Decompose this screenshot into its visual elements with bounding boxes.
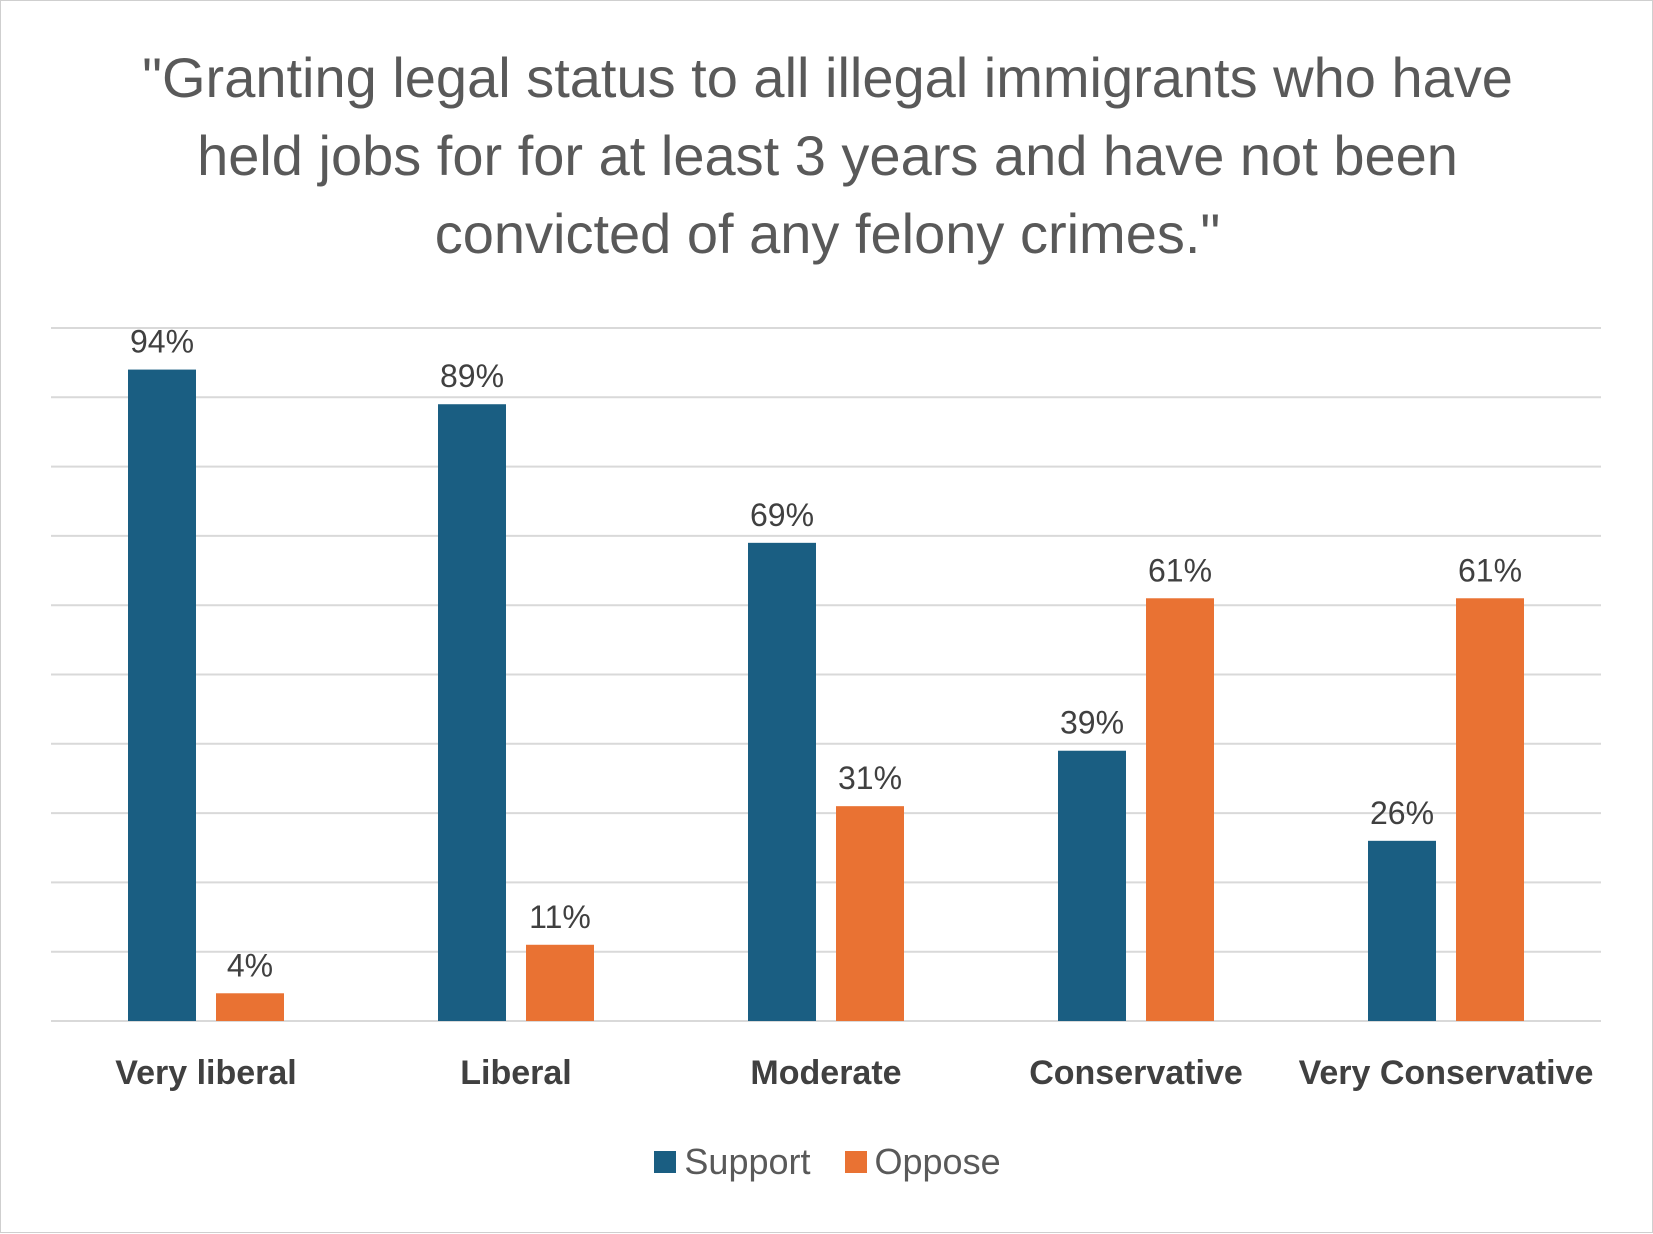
legend-swatch-support <box>654 1151 677 1173</box>
legend-label-support: Support <box>684 1141 811 1182</box>
data-label-support-very-conservative: 26% <box>1370 795 1434 831</box>
bar-oppose-moderate <box>836 806 904 1021</box>
bar-oppose-conservative <box>1146 598 1214 1021</box>
bar-support-moderate <box>748 542 816 1021</box>
category-label-liberal: Liberal <box>460 1054 571 1092</box>
gridlines <box>51 327 1601 1022</box>
data-label-support-conservative: 39% <box>1060 705 1124 741</box>
chart-title: "Granting legal status to all illegal im… <box>142 46 1513 265</box>
data-label-support-very-liberal: 94% <box>130 324 194 360</box>
bar-support-liberal <box>438 404 506 1022</box>
legend-swatch-oppose <box>844 1151 867 1173</box>
data-label-support-liberal: 89% <box>440 358 504 394</box>
bar-support-conservative <box>1058 750 1126 1021</box>
data-label-oppose-liberal: 11% <box>529 899 591 935</box>
bar-oppose-very-conservative <box>1456 598 1524 1021</box>
category-label-very-conservative: Very Conservative <box>1299 1054 1594 1092</box>
bars <box>128 369 1524 1022</box>
category-labels: Very liberal Liberal Moderate Conservative V… <box>115 1054 1593 1092</box>
bar-support-very-conservative <box>1368 840 1436 1021</box>
data-label-oppose-conservative: 61% <box>1148 552 1212 588</box>
legend-item-support: Support <box>654 1141 811 1183</box>
legend-item-oppose: Oppose <box>844 1141 1001 1183</box>
data-label-oppose-very-liberal: 4% <box>227 947 273 983</box>
bar-oppose-very-liberal <box>216 993 284 1021</box>
bar-oppose-liberal <box>526 944 594 1021</box>
value-labels: 94% 4% 89% 11% 69% 31% 39% 61% 26% 61% <box>130 324 1522 984</box>
data-label-support-moderate: 69% <box>750 497 814 533</box>
legend: Support Oppose <box>1 1141 1653 1183</box>
data-label-oppose-very-conservative: 61% <box>1458 552 1522 588</box>
category-label-conservative: Conservative <box>1029 1054 1243 1092</box>
category-label-moderate: Moderate <box>750 1054 901 1092</box>
legend-label-oppose: Oppose <box>874 1141 1001 1182</box>
data-label-oppose-moderate: 31% <box>838 760 902 796</box>
bar-support-very-liberal <box>128 369 196 1022</box>
category-label-very-liberal: Very liberal <box>115 1054 296 1092</box>
